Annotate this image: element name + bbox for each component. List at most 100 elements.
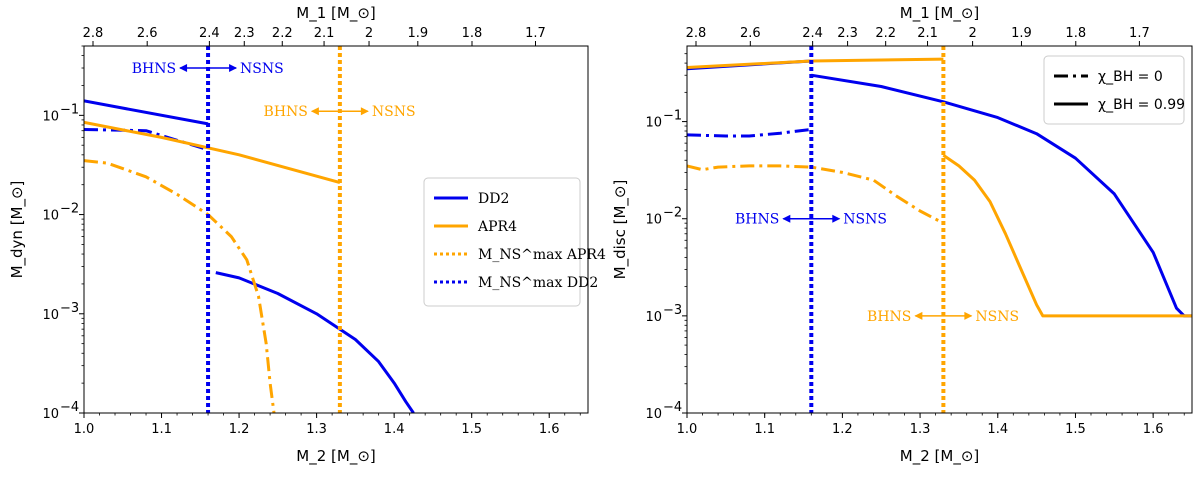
plot-area xyxy=(687,46,1192,413)
series-line-4 xyxy=(84,159,276,413)
regime-label-right: NSNS xyxy=(372,104,416,120)
top-tick-label: 2.3 xyxy=(234,26,255,41)
y-tick-exponent: −4 xyxy=(60,400,79,415)
series-line-0 xyxy=(84,99,209,126)
regime-annotation-0: BHNS NSNS xyxy=(735,212,887,228)
top-tick-label: 2.8 xyxy=(83,26,104,41)
x-tick-label: 1.3 xyxy=(910,422,931,437)
legend-label-1: χ_BH = 0.99 xyxy=(1098,97,1185,113)
x-tick-label: 1.6 xyxy=(539,422,560,437)
y-tick-label: 10 xyxy=(645,116,662,131)
y-tick-base: 10 xyxy=(42,209,59,224)
x-tick-label: 1.5 xyxy=(461,422,482,437)
arrow-right-icon xyxy=(832,214,841,223)
series-line-2 xyxy=(215,271,415,413)
regime-annotation-0: BHNS NSNS xyxy=(132,61,284,77)
y-tick-exponent: −4 xyxy=(663,400,682,415)
y-tick-base: 10 xyxy=(645,407,662,422)
series-line-1 xyxy=(687,127,812,138)
top-tick-label: 2.1 xyxy=(917,26,938,41)
arrow-right-icon xyxy=(964,311,973,320)
top-tick-label: 2.2 xyxy=(875,26,896,41)
top-tick-label: 1.7 xyxy=(1129,26,1150,41)
top-axis-title: M_1 [M_⊙] xyxy=(296,4,375,23)
top-tick-label: 2.4 xyxy=(199,26,220,41)
regime-label-left: BHNS xyxy=(132,61,176,77)
top-tick-label: 1.8 xyxy=(462,26,483,41)
x-tick-label: 1.1 xyxy=(151,422,172,437)
series-line-2 xyxy=(811,73,1192,318)
series-line-3 xyxy=(84,120,341,185)
y-tick-exponent: −2 xyxy=(663,206,682,221)
panel-right: 1.0 1.1 1.2 1.3 1.4 1.5 1.6 2.8 2.6 2.4 2.3 2.2 2.1 2… xyxy=(611,4,1193,466)
series-line-5 xyxy=(942,154,1192,318)
series-line-4 xyxy=(687,164,945,225)
y-tick-label: 10 xyxy=(645,310,662,325)
arrow-left-icon xyxy=(179,64,188,73)
arrow-right-icon xyxy=(229,64,238,73)
x-axis-title: M_2 [M_⊙] xyxy=(900,447,979,466)
top-tick-label: 2.3 xyxy=(837,26,858,41)
y-tick-base: 10 xyxy=(645,310,662,325)
y-tick-label: 10 xyxy=(42,308,59,323)
legend: DD2 APR4 M_NS^max APR4 M_NS^max DD2 xyxy=(423,177,606,307)
legend-box xyxy=(1043,55,1185,125)
y-tick-exponent: −3 xyxy=(60,301,79,316)
top-tick-label: 1.9 xyxy=(407,26,428,41)
top-tick-label: 2.1 xyxy=(314,26,335,41)
y-tick-exponent: −3 xyxy=(663,303,682,318)
y-axis-title: M_disc [M_⊙] xyxy=(611,180,630,280)
x-tick-label: 1.0 xyxy=(677,422,698,437)
top-tick-label: 2.2 xyxy=(272,26,293,41)
regime-label-left: BHNS xyxy=(264,104,308,120)
regime-label-right: NSNS xyxy=(843,212,887,228)
arrow-left-icon xyxy=(310,107,319,116)
x-axis-title: M_2 [M_⊙] xyxy=(296,447,375,466)
y-tick-base: 10 xyxy=(645,213,662,228)
x-tick-label: 1.6 xyxy=(1143,422,1164,437)
y-tick-base: 10 xyxy=(645,116,662,131)
y-tick-exponent: −1 xyxy=(60,102,79,117)
y-tick-label: 10 xyxy=(645,213,662,228)
series-line-1 xyxy=(84,128,209,152)
x-tick-label: 1.3 xyxy=(306,422,327,437)
y-tick-label: 10 xyxy=(42,109,59,124)
y-tick-exponent: −1 xyxy=(663,109,682,124)
plot-frame xyxy=(83,45,589,414)
top-tick-label: 2.8 xyxy=(686,26,707,41)
legend-label-3: M_NS^max DD2 xyxy=(478,275,598,291)
y-tick-base: 10 xyxy=(42,308,59,323)
panel-left: 1.0 1.1 1.2 1.3 1.4 1.5 1.6 2.8 2.6 2.4 2.3 2.2 2.1 2… xyxy=(8,4,606,466)
top-tick-label: 2.6 xyxy=(137,26,158,41)
plot-frame xyxy=(686,45,1193,414)
top-tick-label: 2.4 xyxy=(802,26,823,41)
regime-label-right: NSNS xyxy=(975,309,1019,325)
regime-annotation-1: BHNS NSNS xyxy=(867,309,1019,325)
top-axis-title: M_1 [M_⊙] xyxy=(900,4,979,23)
x-tick-label: 1.0 xyxy=(74,422,95,437)
y-tick-base: 10 xyxy=(42,407,59,422)
top-tick-label: 1.9 xyxy=(1011,26,1032,41)
regime-label-right: NSNS xyxy=(240,61,284,77)
top-tick-label: 2 xyxy=(365,26,373,41)
legend: χ_BH = 0 χ_BH = 0.99 xyxy=(1043,55,1185,125)
top-tick-label: 2 xyxy=(968,26,976,41)
regime-label-left: BHNS xyxy=(867,309,911,325)
top-tick-label: 1.8 xyxy=(1065,26,1086,41)
y-tick-base: 10 xyxy=(42,109,59,124)
regime-annotation-1: BHNS NSNS xyxy=(264,104,416,120)
legend-label-2: M_NS^max APR4 xyxy=(478,247,606,263)
arrow-left-icon xyxy=(914,311,923,320)
y-tick-label: 10 xyxy=(42,209,59,224)
regime-label-left: BHNS xyxy=(735,212,779,228)
x-tick-label: 1.4 xyxy=(987,422,1008,437)
legend-label-0: DD2 xyxy=(478,191,509,207)
legend-box xyxy=(423,177,581,307)
arrow-left-icon xyxy=(782,214,791,223)
plot-area xyxy=(84,46,415,413)
x-tick-label: 1.4 xyxy=(384,422,405,437)
legend-label-1: APR4 xyxy=(477,219,517,235)
series-line-3 xyxy=(687,57,944,69)
x-tick-label: 1.2 xyxy=(229,422,250,437)
